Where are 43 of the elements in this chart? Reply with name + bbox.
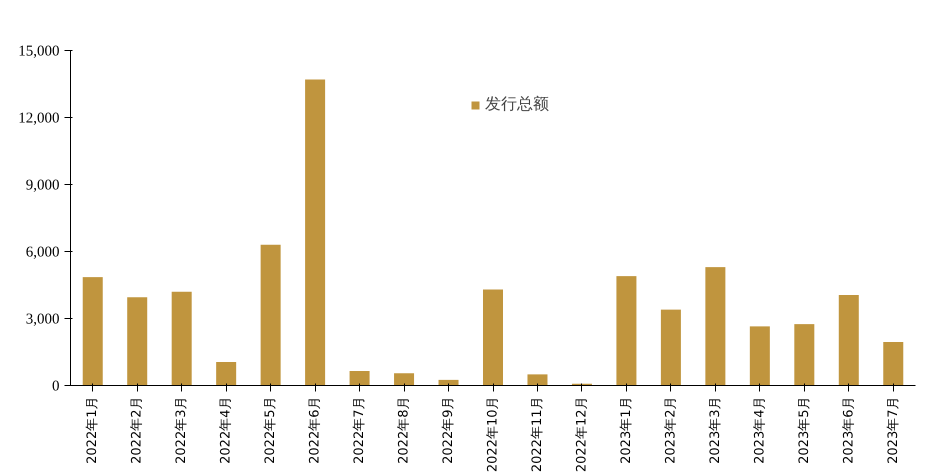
bar <box>216 362 236 386</box>
y-tick-label: 9,000 <box>26 178 60 194</box>
bar <box>394 373 414 386</box>
bar <box>660 310 681 386</box>
bar <box>794 324 814 386</box>
y-tick-label: 0 <box>52 378 60 394</box>
bar <box>705 267 726 386</box>
bar <box>750 326 770 386</box>
x-tick-label: 2022年7月 <box>352 396 368 464</box>
y-tick-label: 3,000 <box>26 312 60 328</box>
x-tick-label: 2023年4月 <box>752 396 768 464</box>
bar <box>838 295 859 386</box>
y-tick-label: 15,000 <box>18 44 60 60</box>
bar <box>260 244 281 386</box>
y-tick-label: 12,000 <box>18 110 60 126</box>
x-tick-label: 2023年7月 <box>886 396 901 464</box>
x-tick-label: 2022年6月 <box>308 396 323 464</box>
x-tick-label: 2022年4月 <box>218 396 234 464</box>
legend-label: 发行总额 <box>485 94 549 115</box>
x-tick-label: 2023年6月 <box>841 396 856 464</box>
x-tick-label: 2022年10月 <box>486 396 500 472</box>
x-tick-label: 2022年11月 <box>530 396 545 472</box>
x-tick-label: 2022年1月 <box>85 396 100 464</box>
y-tick-label: 6,000 <box>26 244 60 260</box>
x-tick-label: 2022年2月 <box>130 396 145 464</box>
x-tick-label: 2023年1月 <box>618 396 634 464</box>
x-tick-label: 2022年9月 <box>441 396 456 464</box>
x-tick-label: 2023年2月 <box>663 396 678 464</box>
x-tick-label: 2023年5月 <box>796 396 812 464</box>
bar <box>350 370 370 386</box>
bar <box>172 292 192 386</box>
bar <box>883 342 904 386</box>
bar <box>527 374 548 386</box>
bar <box>616 276 636 386</box>
bar <box>305 80 326 386</box>
bar <box>82 277 103 386</box>
bar <box>127 297 148 386</box>
x-tick-label: 2022年8月 <box>396 396 412 464</box>
bar <box>482 289 504 386</box>
x-tick-label: 2023年3月 <box>708 396 723 464</box>
x-tick-label: 2022年5月 <box>263 396 278 464</box>
x-tick-label: 2022年3月 <box>174 396 190 464</box>
x-tick-label: 2022年12月 <box>574 396 590 472</box>
